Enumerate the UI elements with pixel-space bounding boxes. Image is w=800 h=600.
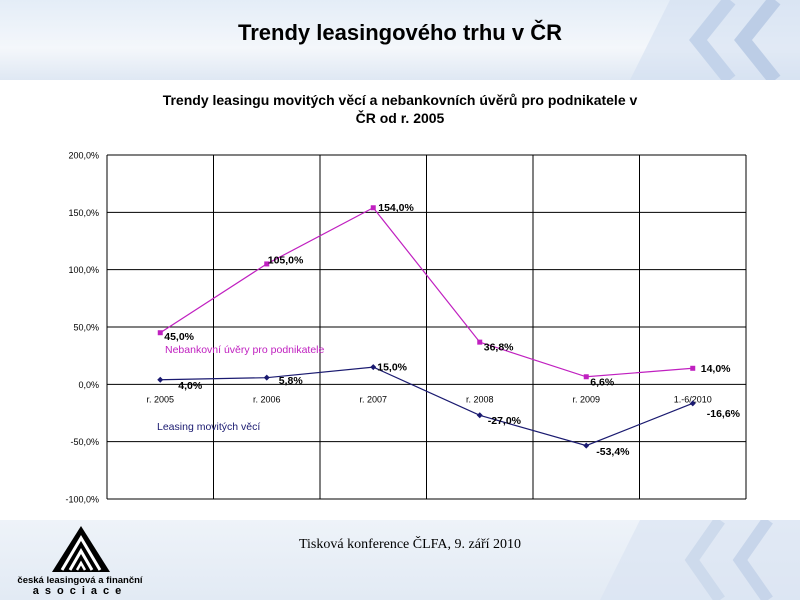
series-name-label: Leasing movitých věcí xyxy=(157,421,260,433)
press-conference-note: Tisková konference ČLFA, 9. září 2010 xyxy=(298,537,522,552)
line-chart: Trendy leasingu movitých věcí a nebankov… xyxy=(65,92,747,505)
data-point-marker xyxy=(264,261,270,267)
data-point-marker xyxy=(157,376,164,383)
y-tick-label: 200,0% xyxy=(68,151,99,161)
y-tick-label: 150,0% xyxy=(68,208,99,218)
data-point-marker xyxy=(157,330,163,336)
header-decoration xyxy=(630,0,800,80)
logo-name-line1: česká leasingová a finanční xyxy=(17,575,143,586)
data-label: 105,0% xyxy=(268,254,304,266)
footer-decoration xyxy=(600,520,800,600)
y-tick-label: 0,0% xyxy=(78,380,99,390)
data-label: 5,8% xyxy=(279,375,304,387)
y-tick-label: 50,0% xyxy=(73,323,99,333)
x-tick-label: r. 2006 xyxy=(253,394,281,404)
data-point-marker xyxy=(690,365,696,371)
slide-title: Trendy leasingového trhu v ČR xyxy=(238,20,562,45)
series-line xyxy=(160,366,693,447)
data-point-marker xyxy=(370,364,377,371)
data-point-marker xyxy=(689,400,696,407)
data-point-marker xyxy=(583,374,589,380)
slide-header: Trendy leasingového trhu v ČR xyxy=(0,0,800,80)
series-name-label: Nebankovní úvěry pro podnikatele xyxy=(165,344,325,356)
x-tick-label: r. 2005 xyxy=(146,394,174,404)
data-label: 36,8% xyxy=(484,342,514,354)
data-label: 4,0% xyxy=(178,380,203,392)
y-tick-label: -50,0% xyxy=(70,437,99,447)
data-label: -27,0% xyxy=(488,415,522,427)
chart-title-line2: ČR od r. 2005 xyxy=(356,109,445,126)
data-point-marker xyxy=(583,442,590,449)
slide-footer: Tisková konference ČLFA, 9. září 2010 xyxy=(0,520,800,600)
data-label: -16,6% xyxy=(707,408,741,420)
chart-title-line1: Trendy leasingu movitých věcí a nebankov… xyxy=(163,92,638,108)
association-logo: česká leasingová a finanční asociace xyxy=(10,524,150,597)
x-tick-label: r. 2008 xyxy=(466,394,494,404)
series-line xyxy=(159,206,693,378)
data-label: 45,0% xyxy=(164,331,194,343)
data-point-marker xyxy=(476,412,483,419)
data-label: 154,0% xyxy=(378,202,414,214)
x-tick-label: r. 2007 xyxy=(359,394,387,404)
logo-name-line2: asociace xyxy=(32,585,128,597)
data-label: -53,4% xyxy=(596,446,630,458)
data-point-marker xyxy=(263,374,270,381)
data-label: 14,0% xyxy=(701,363,731,375)
x-tick-label: 1.-6/2010 xyxy=(674,394,712,404)
data-label: 6,6% xyxy=(590,376,615,388)
data-point-marker xyxy=(370,205,376,211)
data-label: 15,0% xyxy=(377,362,407,374)
x-tick-label: r. 2009 xyxy=(572,394,600,404)
data-point-marker xyxy=(477,339,483,345)
y-tick-label: 100,0% xyxy=(68,265,99,275)
y-tick-label: -100,0% xyxy=(65,495,99,505)
logo-mark-icon xyxy=(52,526,110,572)
